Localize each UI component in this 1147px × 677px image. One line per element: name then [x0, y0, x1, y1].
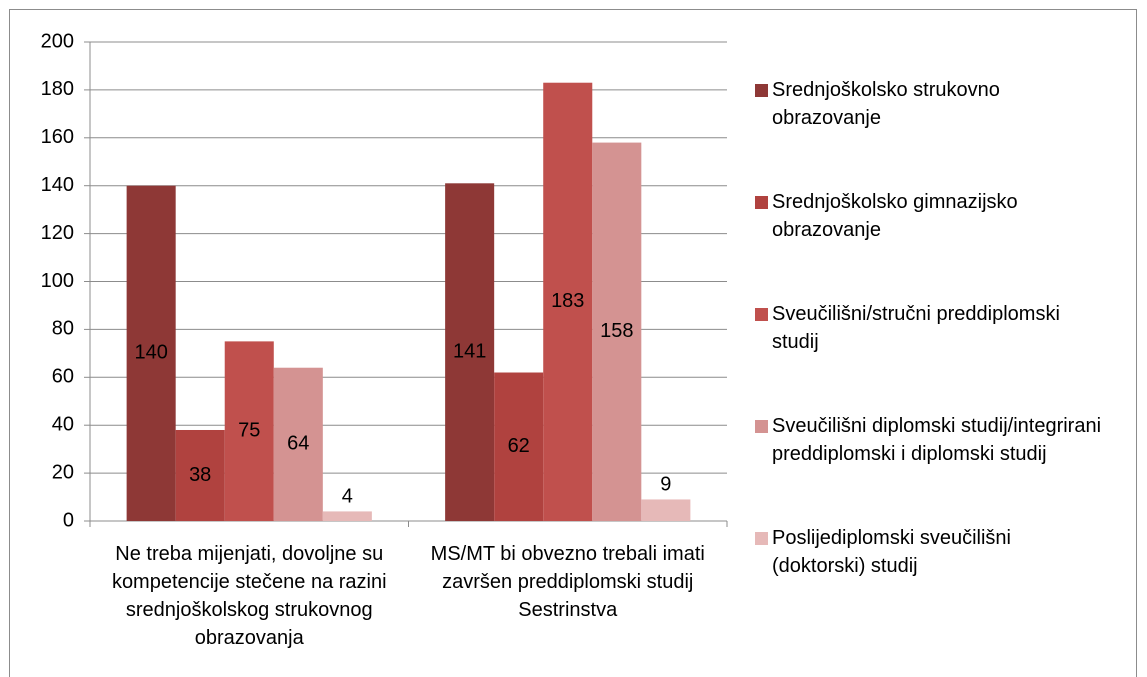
data-label: 4 [342, 486, 353, 508]
y-tick-label: 100 [41, 270, 74, 292]
legend-label: Poslijediplomski sveučilišni (doktorski)… [772, 527, 1011, 577]
bar [175, 429, 225, 521]
y-tick-label: 200 [41, 30, 74, 52]
bar [322, 511, 372, 521]
data-label: 38 [189, 464, 211, 486]
bar [224, 341, 274, 521]
legend-item: Poslijediplomski sveučilišni (doktorski)… [755, 524, 1125, 580]
x-tick-label: Ne treba mijenjati, dovoljne su kompeten… [111, 543, 387, 649]
y-tick-label: 40 [52, 413, 74, 435]
data-label: 158 [600, 320, 633, 342]
legend-swatch [755, 420, 768, 433]
x-tick-label: MS/MT bi obvezno trebali imati završen p… [430, 543, 705, 621]
data-label: 62 [508, 435, 530, 457]
legend-swatch [755, 308, 768, 321]
bar [273, 367, 323, 521]
legend-label: Sveučilišni diplomski studij/integrirani… [772, 415, 1102, 465]
legend-item: Srednjoškolsko gimnazijsko obrazovanje [755, 188, 1125, 244]
legend-swatch [755, 196, 768, 209]
y-tick-label: 180 [41, 78, 74, 100]
bar [494, 372, 544, 521]
data-label: 75 [238, 419, 260, 441]
bar [641, 499, 691, 521]
chart-border [9, 9, 1137, 677]
legend-swatch [755, 532, 768, 545]
data-label: 141 [453, 340, 486, 362]
y-tick-label: 80 [52, 318, 74, 340]
y-tick-label: 120 [41, 222, 74, 244]
bar [445, 183, 495, 521]
legend-label: Sveučilišni/stručni preddiplomski studij [772, 303, 1060, 353]
legend-item: Sveučilišni/stručni preddiplomski studij [755, 300, 1125, 356]
data-label: 64 [287, 433, 309, 455]
y-tick-label: 20 [52, 461, 74, 483]
legend-label: Srednjoškolsko strukovno obrazovanje [772, 79, 1000, 129]
data-label: 140 [134, 342, 167, 364]
y-tick-label: 0 [63, 509, 74, 531]
data-label: 183 [551, 290, 584, 312]
legend-item: Sveučilišni diplomski studij/integrirani… [755, 412, 1125, 468]
legend-label: Srednjoškolsko gimnazijsko obrazovanje [772, 191, 1018, 241]
data-label: 9 [660, 474, 671, 496]
y-tick-label: 60 [52, 366, 74, 388]
bar [592, 142, 642, 521]
bar [126, 185, 176, 521]
bar [543, 82, 593, 521]
legend-swatch [755, 84, 768, 97]
y-tick-label: 160 [41, 126, 74, 148]
y-tick-label: 140 [41, 174, 74, 196]
legend-item: Srednjoškolsko strukovno obrazovanje [755, 76, 1125, 132]
